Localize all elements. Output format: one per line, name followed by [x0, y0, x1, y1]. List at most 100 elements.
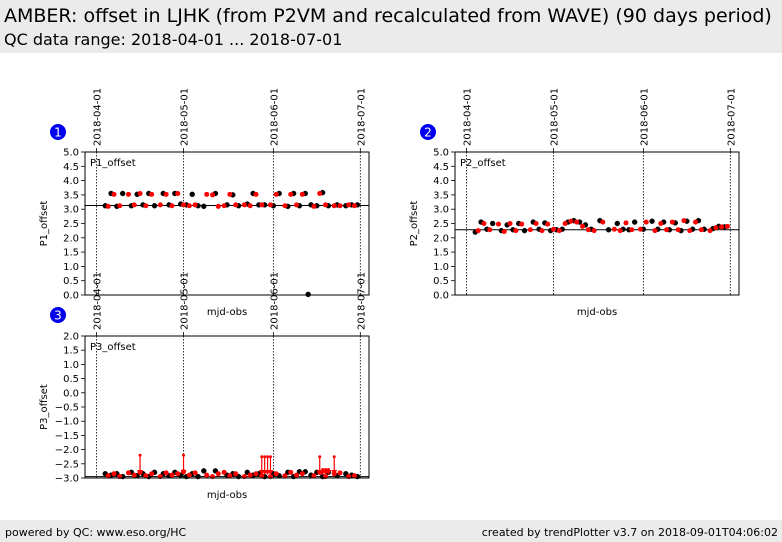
data-point	[125, 191, 131, 197]
data-point	[513, 228, 519, 234]
x-axis-label: mjd-obs	[207, 307, 247, 318]
data-point	[241, 202, 247, 208]
x-axis-label: mjd-obs	[207, 490, 247, 501]
data-point	[580, 223, 586, 229]
data-point	[539, 228, 545, 234]
chart-panel-3: 3 2018-04-01 2018-05-01 2018-06-01 2018-07-0…	[39, 272, 370, 501]
data-point	[658, 221, 664, 226]
data-point	[105, 203, 111, 209]
data-point	[331, 203, 337, 209]
panel-label: P2_offset	[460, 158, 506, 169]
data-point	[698, 227, 704, 233]
data-point	[143, 203, 149, 209]
data-point	[201, 203, 207, 210]
data-point	[501, 229, 507, 235]
y-tick-label: 0.5	[63, 374, 79, 385]
data-point	[617, 228, 623, 234]
outlier-arrow-head	[267, 470, 274, 475]
data-point	[131, 472, 137, 478]
x-tick-label: 2018-06-01	[269, 88, 280, 146]
y-tick-label: 4.0	[433, 176, 449, 187]
data-point	[311, 203, 317, 209]
data-point	[346, 202, 352, 208]
data-point	[507, 221, 513, 226]
data-point	[111, 191, 117, 197]
data-point	[163, 470, 169, 476]
report-subtitle: QC data range: 2018-04-01 ... 2018-07-01	[4, 30, 343, 49]
data-point	[299, 471, 305, 477]
outlier-arrow-head	[180, 470, 187, 475]
data-point	[574, 219, 580, 225]
data-point	[247, 472, 253, 478]
data-point	[562, 221, 568, 226]
outlier-arrow-cap	[318, 455, 322, 459]
y-tick-label: 1.5	[433, 248, 449, 259]
y-tick-label: 1.5	[63, 346, 79, 357]
y-tick-label: 1.0	[63, 360, 79, 371]
data-point	[149, 471, 155, 477]
plot-frame	[84, 335, 370, 479]
data-point	[273, 191, 279, 197]
data-point	[186, 472, 192, 478]
report-header: AMBER: offset in LJHK (from P2VM and rec…	[0, 0, 782, 53]
y-tick-label: −2.0	[55, 445, 79, 456]
data-point	[707, 228, 713, 234]
y-tick-label: −1.5	[55, 431, 79, 442]
data-point	[629, 227, 635, 233]
x-tick-label: 2018-05-01	[180, 88, 191, 146]
charts-canvas: 1 2018-04-01 2018-05-01 2018-06-01 2018-07-0…	[39, 88, 740, 501]
data-point	[201, 468, 207, 474]
data-point	[204, 191, 210, 197]
y-tick-label: 3.0	[433, 205, 449, 216]
panel-badge-number: 3	[54, 309, 62, 323]
chart-panel-1: 1 2018-04-01 2018-05-01 2018-06-01 2018-07-0…	[39, 88, 370, 318]
data-point	[521, 227, 528, 234]
x-tick-label: 2018-07-01	[356, 88, 367, 146]
panel-label: P1_offset	[90, 158, 136, 169]
data-point	[253, 471, 259, 477]
data-point	[215, 203, 221, 209]
x-tick-label: 2018-06-01	[269, 272, 280, 330]
data-point	[157, 202, 163, 208]
data-point	[137, 190, 143, 196]
y-tick-label: 2.0	[63, 332, 79, 343]
data-point	[352, 203, 358, 209]
y-tick-label: 2.5	[433, 219, 449, 230]
data-point	[282, 203, 288, 209]
data-point	[556, 228, 562, 234]
data-point	[713, 225, 719, 231]
data-point	[352, 473, 358, 479]
y-tick-label: 4.5	[63, 162, 79, 173]
x-tick-label: 2018-07-01	[726, 88, 737, 146]
data-point	[337, 203, 343, 209]
plot-frame	[84, 151, 370, 296]
report-title: AMBER: offset in LJHK (from P2VM and rec…	[4, 5, 772, 27]
data-point	[169, 472, 175, 478]
y-tick-label: 2.0	[433, 233, 449, 244]
data-point	[294, 202, 300, 208]
data-point	[282, 473, 288, 479]
data-point	[221, 203, 227, 209]
y-tick-label: −3.0	[55, 474, 79, 485]
data-point	[591, 228, 597, 234]
data-point	[652, 228, 658, 234]
data-point	[163, 191, 169, 197]
data-point	[669, 219, 675, 225]
x-tick-label: 2018-06-01	[639, 88, 650, 146]
data-point	[247, 203, 253, 209]
data-point	[317, 190, 323, 196]
data-point	[675, 227, 681, 233]
outlier-arrow-head	[137, 470, 144, 475]
data-point	[687, 228, 693, 234]
data-point	[143, 473, 149, 479]
data-point	[227, 191, 233, 197]
data-point	[681, 218, 687, 224]
outlier-arrow-cap	[182, 453, 186, 457]
data-point	[181, 202, 187, 208]
data-point	[489, 220, 496, 227]
data-point	[119, 190, 126, 197]
data-point	[259, 473, 265, 479]
footer-powered-by: powered by QC: www.eso.org/HC	[5, 526, 187, 539]
data-point	[519, 221, 525, 227]
data-point	[215, 471, 221, 477]
